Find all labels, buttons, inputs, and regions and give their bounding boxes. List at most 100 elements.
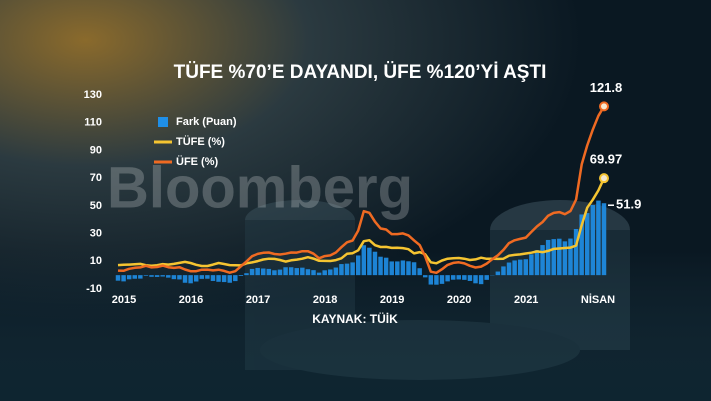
bar xyxy=(171,275,177,280)
x-tick-label: 2016 xyxy=(179,294,203,306)
bar xyxy=(255,267,260,276)
bar xyxy=(534,250,540,276)
bar xyxy=(261,268,266,276)
bar xyxy=(244,273,249,276)
coin-stacks xyxy=(245,200,630,380)
legend-swatch xyxy=(158,117,168,127)
bar xyxy=(294,268,299,276)
y-tick-label: 50 xyxy=(90,200,102,212)
x-tick-label: 2015 xyxy=(112,294,136,306)
bar xyxy=(305,269,311,276)
bar xyxy=(439,275,445,284)
y-tick-label: 70 xyxy=(90,172,102,184)
bar xyxy=(568,238,573,276)
y-tick-label: -10 xyxy=(86,283,102,295)
bar xyxy=(350,262,355,276)
bar xyxy=(367,247,372,276)
bar xyxy=(434,275,439,285)
bar xyxy=(333,267,339,276)
bar xyxy=(445,275,450,282)
bar xyxy=(288,267,294,276)
x-tick-label: 2019 xyxy=(380,294,404,306)
bar xyxy=(378,256,383,276)
bar xyxy=(596,200,601,276)
bar xyxy=(328,269,333,276)
end-marker xyxy=(599,101,609,112)
bar xyxy=(361,245,367,276)
bar xyxy=(478,275,484,285)
y-tick-label: 30 xyxy=(90,227,102,239)
bar xyxy=(199,275,205,279)
bar xyxy=(339,264,344,276)
bar xyxy=(450,275,456,280)
watermark: Bloomberg xyxy=(107,155,413,220)
legend-label: ÜFE (%) xyxy=(176,155,219,168)
bar xyxy=(216,275,221,282)
bar xyxy=(389,261,394,276)
bar xyxy=(121,275,126,282)
bar xyxy=(523,259,529,276)
bar xyxy=(551,239,556,276)
bar xyxy=(512,260,517,276)
bar xyxy=(501,266,506,276)
line xyxy=(117,177,606,268)
bar xyxy=(126,275,132,280)
bar xyxy=(166,275,171,278)
y-tick-label: 130 xyxy=(84,89,102,101)
y-tick-label: 110 xyxy=(84,117,102,129)
bar xyxy=(300,267,305,276)
bar xyxy=(557,238,562,276)
bar xyxy=(227,275,232,283)
bar xyxy=(277,269,283,276)
bar xyxy=(406,261,411,276)
bar xyxy=(473,275,478,284)
bar xyxy=(238,275,244,276)
bar xyxy=(484,275,489,280)
bar xyxy=(506,262,512,276)
x-tick-label: 2018 xyxy=(313,294,337,306)
bar xyxy=(428,275,434,285)
x-tick-label: 2020 xyxy=(447,294,471,306)
bar xyxy=(149,275,154,277)
x-tick-label: 2021 xyxy=(514,294,538,306)
bar xyxy=(266,268,272,276)
bar xyxy=(283,267,288,276)
bar xyxy=(417,268,422,276)
bar xyxy=(193,275,199,282)
chart-title: TÜFE %70’E DAYANDI, ÜFE %120’Yİ AŞTI xyxy=(174,62,547,83)
bar xyxy=(400,260,406,276)
bar xyxy=(132,275,137,279)
bar xyxy=(601,203,607,276)
bar xyxy=(188,275,193,284)
bar xyxy=(233,275,238,282)
bar xyxy=(205,275,210,279)
bar xyxy=(160,275,165,277)
bar xyxy=(462,275,467,280)
bar xyxy=(579,214,584,276)
bar xyxy=(177,275,182,280)
bar xyxy=(182,275,188,283)
bar xyxy=(395,261,400,276)
bar xyxy=(272,270,277,276)
bar xyxy=(411,262,417,276)
bar xyxy=(590,205,596,276)
y-tick-label: 90 xyxy=(90,144,102,156)
end-marker xyxy=(599,173,609,184)
bar xyxy=(562,241,568,276)
bar xyxy=(540,245,545,276)
bar xyxy=(316,272,322,276)
bar xyxy=(467,275,473,281)
bar xyxy=(585,213,590,276)
bar xyxy=(344,263,350,276)
legend-label: Fark (Puan) xyxy=(176,116,237,128)
data-label: 51.9 xyxy=(616,197,641,212)
data-label: 121.8 xyxy=(590,80,623,95)
bar xyxy=(355,255,361,276)
x-tick-label: NİSAN xyxy=(581,293,615,306)
data-label: 69.97 xyxy=(590,152,623,167)
y-tick-label: 10 xyxy=(90,255,102,267)
bar xyxy=(311,270,316,276)
legend-label: TÜFE (%) xyxy=(176,135,225,148)
